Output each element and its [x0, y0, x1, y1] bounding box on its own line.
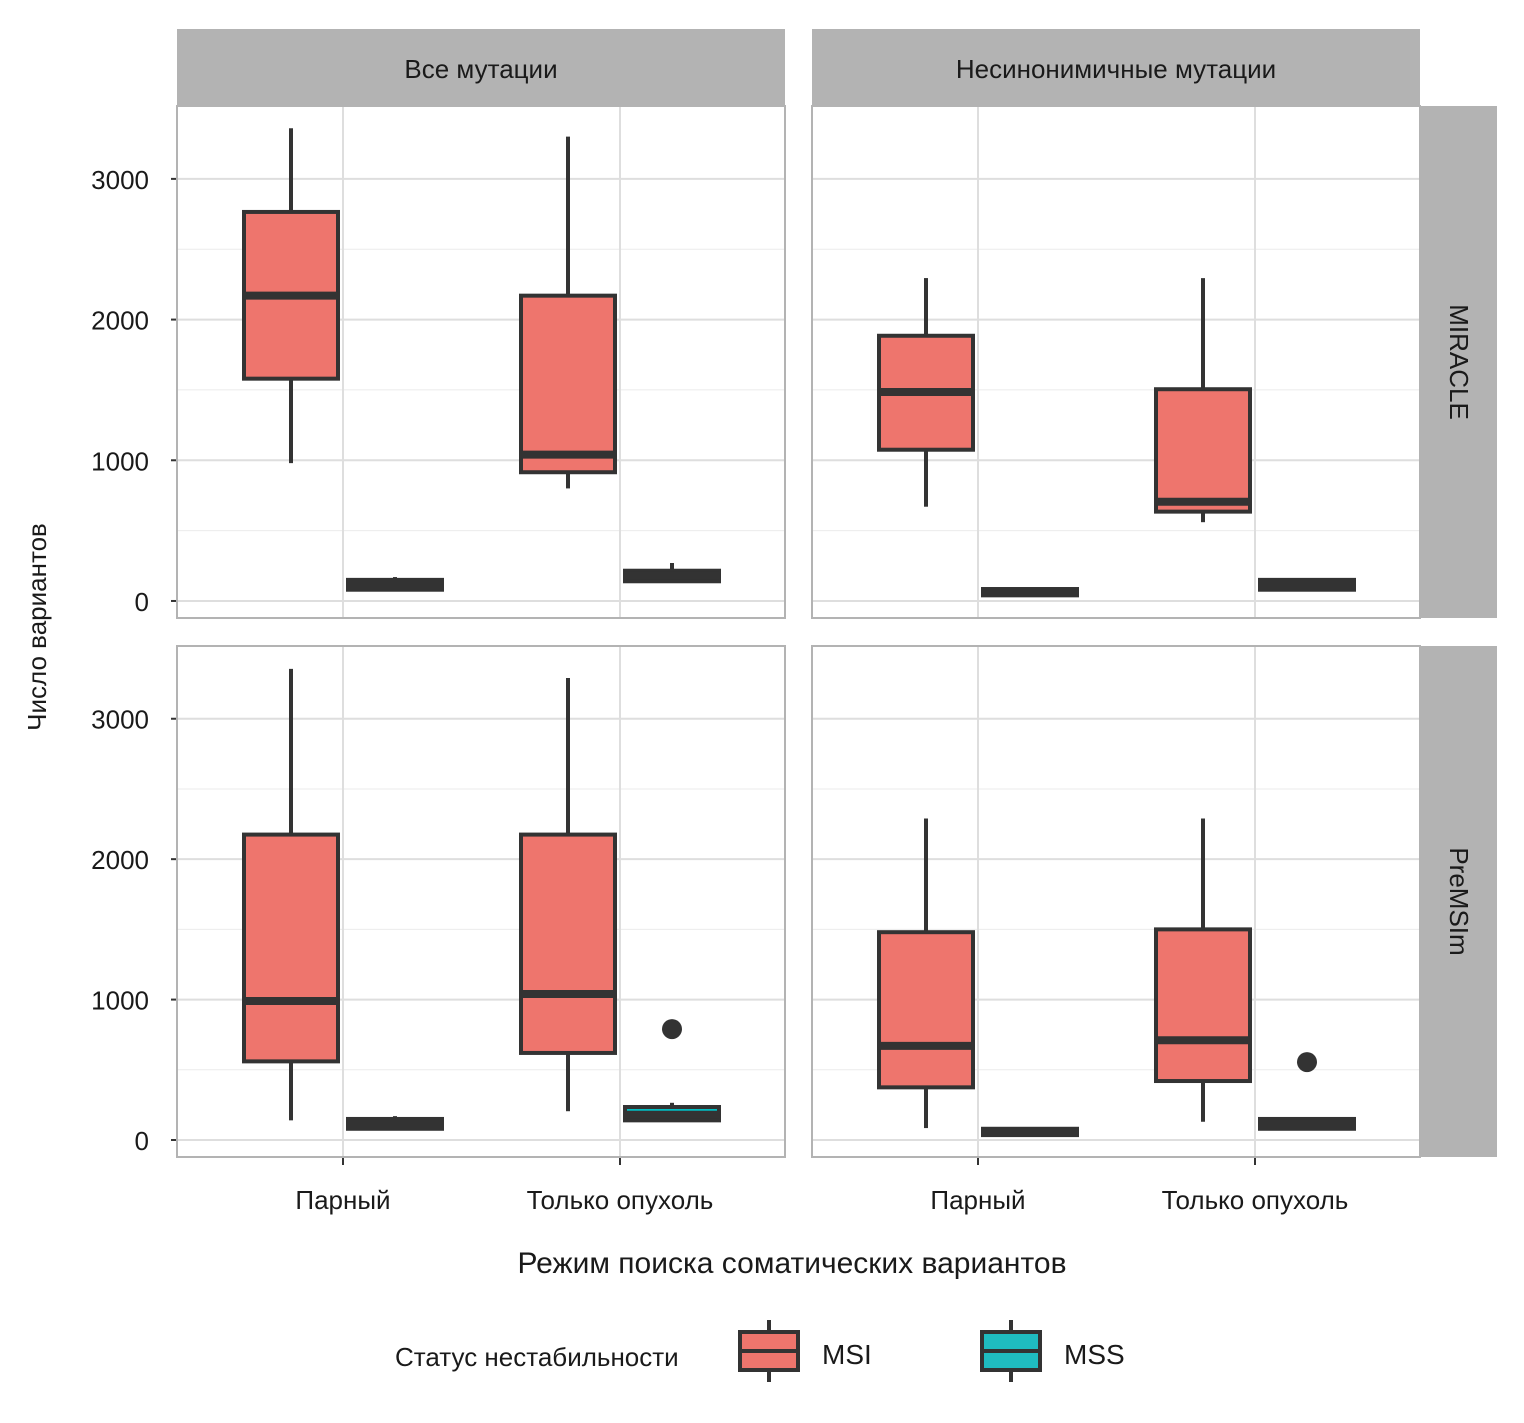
box-iqr — [1154, 387, 1252, 514]
y-tick-label: 3000 — [91, 165, 149, 195]
panel-MIRACLE-1 — [811, 105, 1421, 619]
box-MSI — [877, 278, 975, 507]
legend-title: Статус нестабильности — [395, 1342, 679, 1372]
box-MSS — [623, 1019, 721, 1123]
box-MSI — [877, 818, 975, 1129]
box-iqr — [519, 293, 617, 475]
x-tick-label: Парный — [295, 1185, 390, 1215]
legend-label: MSI — [822, 1339, 872, 1370]
facet-strip-col — [177, 29, 785, 106]
facet-label: PreMSIm — [1444, 847, 1474, 955]
box-MSI — [1154, 818, 1252, 1122]
panel-border — [811, 645, 1421, 1158]
facet-label: MIRACLE — [1444, 304, 1474, 420]
panel-PreMSIm-1: Парный Только опухоль — [811, 645, 1421, 1215]
legend-label: MSS — [1064, 1339, 1125, 1370]
box-MSI — [242, 128, 340, 464]
box-MSI — [1154, 278, 1252, 523]
facet-label: Несинонимичные мутации — [956, 54, 1276, 84]
y-tick-label: 2000 — [91, 845, 149, 875]
box-iqr — [877, 930, 975, 1090]
panel-PreMSIm-0: 0 1000 2000 3000 Парный Только опухоль — [91, 645, 786, 1215]
panel-border — [811, 105, 1421, 619]
y-tick-label: 0 — [135, 587, 149, 617]
facet-label: Все мутации — [404, 54, 557, 84]
facet-strip-row — [1421, 646, 1497, 1157]
box-MSI — [519, 678, 617, 1112]
outlier-point — [662, 1019, 682, 1040]
panel-border — [176, 645, 786, 1158]
facet-strip-row — [1421, 106, 1497, 618]
outlier-point — [1297, 1052, 1317, 1073]
y-tick-label: 2000 — [91, 306, 149, 336]
panel-MIRACLE-0: 0 1000 2000 3000 — [91, 105, 786, 619]
box-MSI — [519, 136, 617, 489]
legend-key-MSI: MSI — [738, 1320, 872, 1382]
box-MSI — [242, 668, 340, 1121]
y-tick-label: 0 — [135, 1126, 149, 1156]
box-MSS — [1258, 1052, 1356, 1131]
x-tick-label: Парный — [930, 1185, 1025, 1215]
box-MSS — [346, 577, 444, 592]
box-iqr — [242, 832, 340, 1064]
facet-strip-col — [812, 29, 1420, 106]
box-iqr — [1154, 927, 1252, 1084]
x-tick-label: Только опухоль — [527, 1185, 714, 1215]
y-tick-label: 1000 — [91, 986, 149, 1016]
box-iqr — [519, 832, 617, 1055]
legend: Статус нестабильности MSI MSS — [395, 1320, 1125, 1382]
y-tick-label: 1000 — [91, 446, 149, 476]
y-axis-title: Число вариантов — [22, 523, 52, 731]
box-MSS — [981, 1126, 1079, 1138]
box-MSS — [981, 587, 1079, 598]
x-axis-title: Режим поиска соматических вариантов — [517, 1247, 1066, 1280]
box-MSS — [1258, 577, 1356, 592]
panel-border — [176, 105, 786, 619]
legend-key-MSS: MSS — [980, 1320, 1125, 1382]
x-tick-label: Только опухоль — [1162, 1185, 1349, 1215]
box-MSS — [623, 562, 721, 584]
box-MSS — [346, 1116, 444, 1131]
y-tick-label: 3000 — [91, 705, 149, 735]
